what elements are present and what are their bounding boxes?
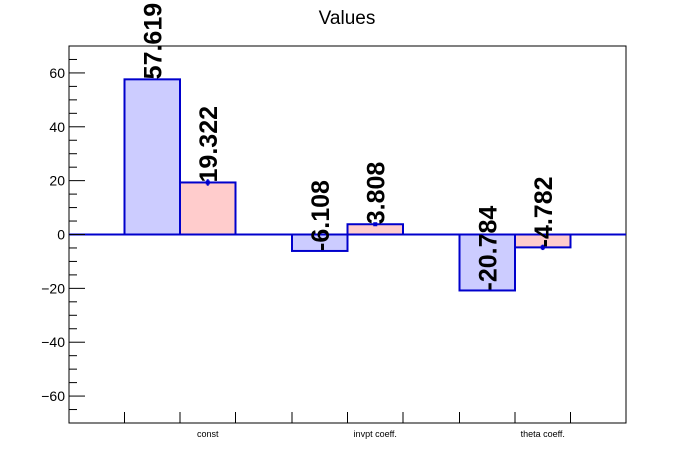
y-tick-label: −60 [41,388,65,404]
x-category-label: const [197,429,219,439]
y-tick-label: 20 [49,173,65,189]
error-bars-group [205,179,545,251]
data-label-s1-0: 19.322 [195,106,223,182]
y-tick-label: −20 [41,280,65,296]
bar-s0-0 [123,78,181,236]
error-marker-s1-1 [373,222,378,227]
data-label-s0-0: 57.619 [139,3,167,79]
y-tick-label: −40 [41,334,65,350]
bar-s1-0 [179,181,237,236]
x-axis: const invpt coeff. theta coeff. [124,412,571,439]
chart-title: Values [319,8,376,29]
x-category-label: theta coeff. [521,429,565,439]
y-tick-label: 40 [49,119,65,135]
x-category-label: invpt coeff. [354,429,397,439]
bars-group [123,78,572,292]
error-marker-s1-2 [540,245,545,250]
data-label-s0-1: -6.108 [307,180,335,251]
data-labels-group: 57.619 -6.108 -20.784 19.322 3.808 -4.782 [139,3,558,291]
data-label-s0-2: -20.784 [474,206,502,291]
y-tick-label: 0 [57,227,65,243]
y-axis: −60 −40 −20 0 20 40 60 [41,45,85,424]
error-marker-s1-0 [205,180,210,185]
y-tick-label: 60 [49,65,65,81]
data-label-s1-1: 3.808 [362,162,390,225]
data-label-s1-2: -4.782 [530,176,558,247]
bar-s0-2 [458,233,516,292]
